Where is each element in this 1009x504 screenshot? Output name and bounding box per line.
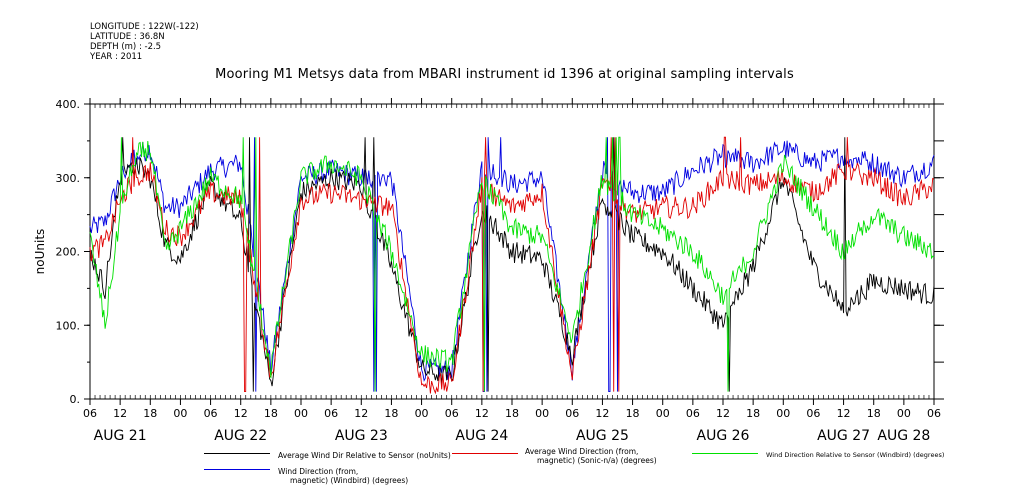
legend-label-3a: Wind Direction (from, [278, 467, 359, 476]
legend-entry-0: Average Wind Dir Relative to Sensor (noU… [278, 451, 451, 460]
y-tick-label-1: 100. [56, 319, 81, 332]
x-hour-label-18: 18 [626, 407, 640, 420]
y-tick-label-0: 0. [70, 393, 81, 406]
legend-label-2: Wind Direction Relative to Sensor (Windb… [766, 451, 945, 459]
x-day-label-6: AUG 27 [817, 428, 870, 444]
x-hour-label-0: 06 [83, 407, 97, 420]
chart-title: Mooring M1 Metsys data from MBARI instru… [215, 67, 794, 82]
x-hour-label-2: 18 [143, 407, 157, 420]
x-hour-label-6: 18 [264, 407, 278, 420]
x-day-label-1: AUG 22 [214, 428, 267, 444]
x-hour-label-9: 12 [354, 407, 368, 420]
x-hour-label-4: 06 [204, 407, 218, 420]
legend-entry-2: Wind Direction Relative to Sensor (Windb… [766, 451, 944, 460]
x-day-label-0: AUG 21 [94, 428, 147, 444]
year-text: YEAR : 2011 [90, 52, 143, 62]
legend-swatch-1 [452, 453, 518, 454]
plot-frame [89, 103, 935, 400]
series-line-1 [89, 136, 935, 395]
legend-swatch-3 [204, 469, 270, 470]
series-line-2 [89, 136, 935, 392]
legend-label-1b: magnetic) (Sonic-n/a) (degrees) [537, 456, 657, 465]
x-hour-label-12: 06 [445, 407, 459, 420]
depth-text: DEPTH (m) : -2.5 [90, 42, 162, 52]
x-hour-label-14: 18 [505, 407, 519, 420]
x-day-label-5: AUG 26 [697, 428, 750, 444]
x-hour-label-25: 12 [837, 407, 851, 420]
x-hour-label-8: 06 [324, 407, 338, 420]
legend-swatch-2 [692, 453, 758, 454]
legend-label-0: Average Wind Dir Relative to Sensor (noU… [278, 451, 451, 460]
x-day-label-3: AUG 24 [455, 428, 508, 444]
x-hour-label-11: 00 [415, 407, 429, 420]
x-hour-label-26: 18 [867, 407, 881, 420]
x-hour-label-19: 00 [656, 407, 670, 420]
x-hour-label-23: 00 [776, 407, 790, 420]
series-line-3 [89, 137, 935, 393]
x-day-label-4: AUG 25 [576, 428, 629, 444]
latitude-text: LATITUDE : 36.8N [90, 32, 165, 42]
x-hour-label-20: 06 [686, 407, 700, 420]
x-hour-label-28: 06 [927, 407, 941, 420]
series-line-0 [89, 137, 935, 392]
x-hour-label-15: 00 [535, 407, 549, 420]
x-hour-label-17: 12 [595, 407, 609, 420]
x-hour-label-27: 00 [897, 407, 911, 420]
legend-entry-1: Average Wind Direction (from, magnetic) … [525, 447, 657, 465]
legend-label-1a: Average Wind Direction (from, [525, 447, 639, 456]
x-hour-label-24: 06 [806, 407, 820, 420]
y-axis-label: noUnits [33, 229, 47, 275]
longitude-text: LONGITUDE : 122W(-122) [90, 22, 199, 32]
y-tick-label-3: 300. [56, 172, 81, 185]
legend-swatch-0 [204, 453, 270, 454]
legend-label-3b: magnetic) (Windbird) (degrees) [290, 476, 409, 485]
y-tick-label-2: 200. [56, 246, 81, 259]
x-hour-label-5: 12 [234, 407, 248, 420]
x-hour-label-3: 00 [173, 407, 187, 420]
x-hour-label-13: 12 [475, 407, 489, 420]
x-hour-label-16: 06 [565, 407, 579, 420]
x-hour-label-7: 00 [294, 407, 308, 420]
x-day-label-7: AUG 28 [877, 428, 930, 444]
x-day-label-2: AUG 23 [335, 428, 388, 444]
x-hour-label-1: 12 [113, 407, 127, 420]
x-hour-label-21: 12 [716, 407, 730, 420]
x-hour-label-22: 18 [746, 407, 760, 420]
y-tick-label-4: 400. [56, 98, 81, 111]
legend-entry-3: Wind Direction (from, magnetic) (Windbir… [278, 467, 408, 485]
x-hour-label-10: 18 [384, 407, 398, 420]
metadata-block: LONGITUDE : 122W(-122) LATITUDE : 36.8N … [90, 22, 199, 62]
